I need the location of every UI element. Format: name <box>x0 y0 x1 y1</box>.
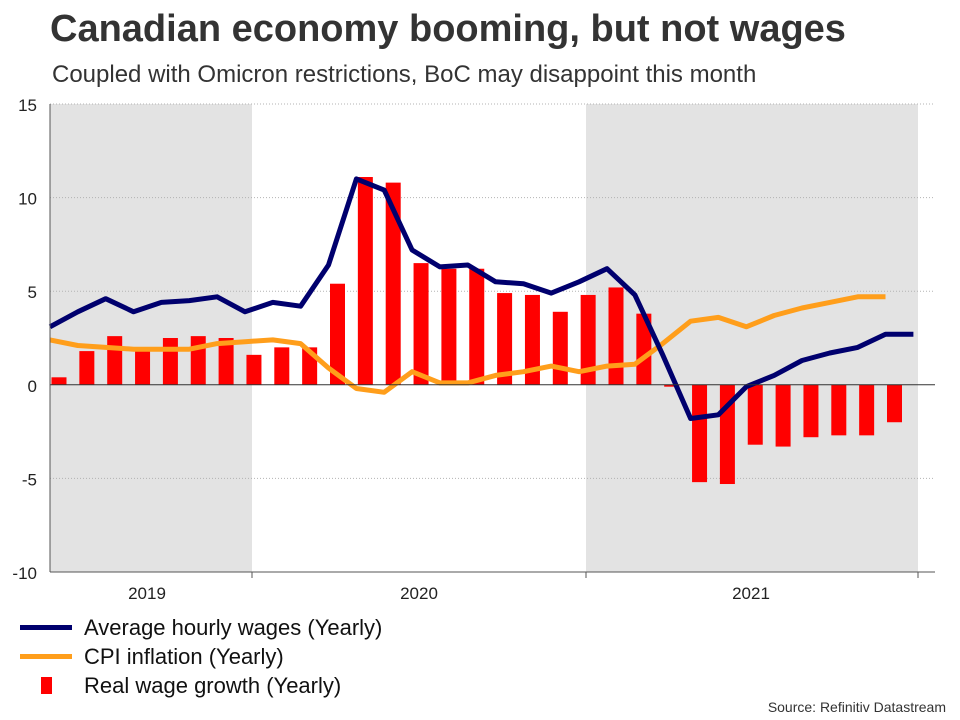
wages-line <box>48 176 914 421</box>
real-wage-bar <box>664 384 680 387</box>
real-wage-bar <box>775 384 791 447</box>
shade-2019 <box>50 104 252 572</box>
axes: -10 -5 0 5 10 15 2019 2020 2021 <box>12 96 935 603</box>
real-wage-bar <box>803 384 819 438</box>
real-wage-bar <box>692 384 708 483</box>
real-wage-bar <box>469 268 485 385</box>
real-wage-bar <box>831 384 847 436</box>
real-wage-bar <box>357 177 373 385</box>
y-tick-label: 15 <box>18 96 37 115</box>
legend: Average hourly wages (Yearly) CPI inflat… <box>20 613 382 700</box>
legend-item-cpi: CPI inflation (Yearly) <box>20 642 382 671</box>
real-wage-bar <box>747 384 763 445</box>
cpi-line <box>49 294 886 395</box>
x-tick-label: 2021 <box>732 584 770 603</box>
real-wage-bar <box>385 182 401 385</box>
y-tick-label: -10 <box>12 564 37 583</box>
real-wage-bars <box>51 177 902 485</box>
real-wage-bar <box>246 354 262 385</box>
y-tick-label: 5 <box>28 283 37 302</box>
real-wage-bar <box>135 349 151 385</box>
y-tick-label: 10 <box>18 190 37 209</box>
real-wage-bar <box>441 268 457 385</box>
real-wage-bar <box>274 347 290 385</box>
real-wage-bar <box>190 336 206 385</box>
legend-item-wages: Average hourly wages (Yearly) <box>20 613 382 642</box>
real-wage-bar <box>580 294 596 385</box>
legend-swatch-cpi <box>20 654 72 659</box>
legend-label: Average hourly wages (Yearly) <box>84 614 383 640</box>
real-wage-bar <box>552 311 568 385</box>
real-wage-bar <box>887 384 902 423</box>
real-wage-bar <box>79 351 95 385</box>
y-tick-label: 0 <box>28 377 37 396</box>
series-lines <box>48 176 914 421</box>
real-wage-bar <box>330 283 345 385</box>
x-tick-label: 2019 <box>128 584 166 603</box>
real-wage-bar <box>51 377 67 385</box>
legend-item-real: Real wage growth (Yearly) <box>20 671 382 700</box>
y-tick-label: -5 <box>22 470 37 489</box>
real-wage-bar <box>218 338 234 385</box>
source-note: Source: Refinitiv Datastream <box>767 699 946 715</box>
real-wage-bar <box>608 287 624 385</box>
real-wage-bar <box>859 384 875 436</box>
x-tick-label: 2020 <box>400 584 438 603</box>
shaded-years <box>50 104 918 572</box>
legend-label: Real wage growth (Yearly) <box>84 672 342 698</box>
real-wage-bar <box>162 338 178 385</box>
real-wage-bar <box>524 294 540 385</box>
real-wage-bar <box>413 263 429 385</box>
chart-subtitle: Coupled with Omicron restrictions, BoC m… <box>52 61 757 88</box>
real-wage-bar <box>497 293 513 385</box>
legend-label: CPI inflation (Yearly) <box>84 643 284 669</box>
real-wage-bar <box>636 313 652 385</box>
legend-swatch-wages <box>20 625 72 630</box>
real-wage-bar <box>107 336 123 385</box>
legend-swatch-real <box>40 677 52 694</box>
shade-2021 <box>586 104 918 572</box>
chart-title: Canadian economy booming, but not wages <box>50 8 846 50</box>
